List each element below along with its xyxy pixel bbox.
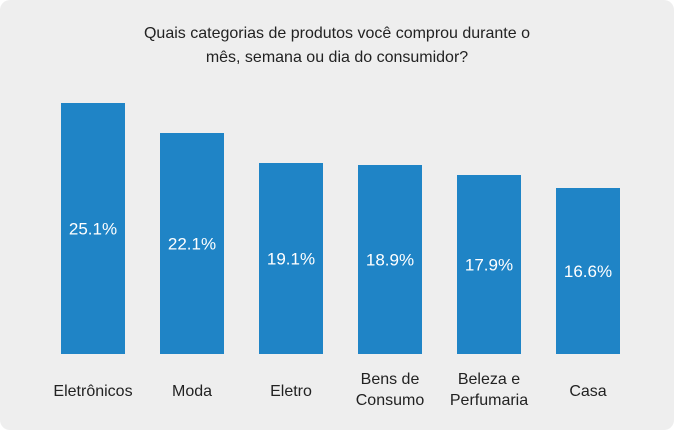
bar-5 [457,175,521,354]
bar-chart: 25.1% Eletrônicos 22.1% Moda 19.1% Eletro 18.9… [53,103,620,409]
category-label-1: Eletrônicos [53,383,132,400]
chart-title: Quais categorias de produtos você compro… [0,22,674,70]
category-label-5-line-2: Perfumaria [450,392,528,409]
category-label-3: Eletro [270,383,312,400]
bar-value-label-6: 16.6% [564,262,612,281]
chart-title-line-1: Quais categorias de produtos você compro… [143,25,530,42]
bar-2 [160,133,224,354]
bar-4 [358,165,422,354]
bar-value-label-3: 19.1% [267,250,315,269]
chart-title-line-2: mês, semana ou dia do consumidor? [205,49,469,66]
category-label-2: Moda [172,383,212,400]
bar-1 [61,103,125,354]
bar-value-label-5: 17.9% [465,256,513,275]
category-label-6: Casa [569,383,606,400]
category-label-4-line-1: Bens de [361,371,420,388]
bar-6 [556,188,620,354]
bar-3 [259,163,323,354]
category-label-4-line-2: Consumo [356,392,425,409]
bar-value-label-2: 22.1% [168,235,216,254]
bar-value-label-1: 25.1% [69,220,117,239]
category-label-5-line-1: Beleza e [458,371,520,388]
bar-value-label-4: 18.9% [366,251,414,270]
